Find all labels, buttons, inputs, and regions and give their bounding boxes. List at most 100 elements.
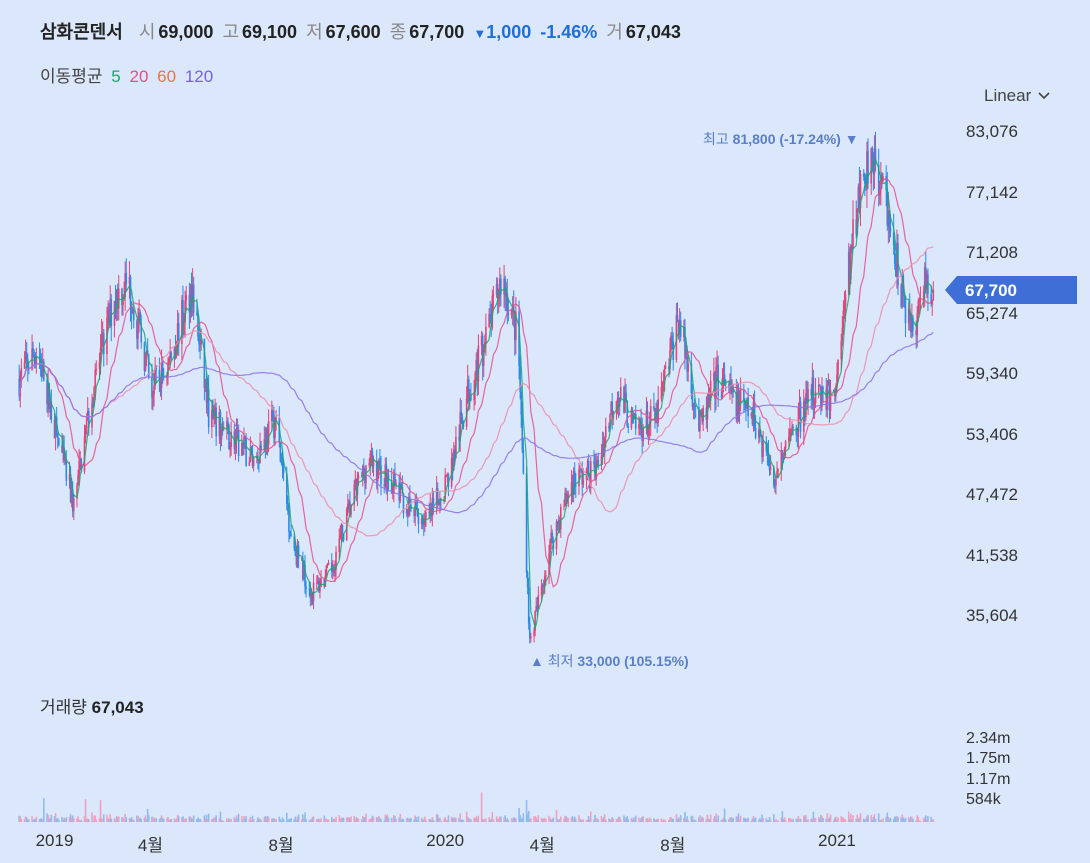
candle-body — [880, 175, 882, 191]
scale-label: Linear — [984, 86, 1032, 105]
candle-body — [540, 585, 543, 595]
volume-bar — [558, 819, 561, 822]
candle-body — [557, 520, 560, 524]
scale-selector[interactable]: Linear — [984, 86, 1051, 106]
volume-bar — [721, 819, 724, 822]
volume-bar — [901, 814, 904, 822]
candle-body — [495, 284, 498, 295]
candle-body — [154, 367, 156, 386]
volume-bar — [893, 816, 896, 822]
ma5-legend[interactable]: 5 — [111, 67, 121, 86]
volume-bar — [248, 819, 251, 822]
volume-bar — [699, 815, 701, 822]
volume-bar — [281, 817, 284, 822]
volume-bar — [70, 817, 73, 822]
volume-bar — [804, 816, 806, 822]
close-value: 67,700 — [409, 22, 465, 42]
volume-bar — [832, 820, 835, 822]
volume-bar — [408, 819, 410, 822]
high-value: 69,100 — [242, 22, 298, 42]
volume-bar — [182, 816, 184, 822]
volume-bar — [205, 814, 208, 822]
ma60-legend[interactable]: 60 — [157, 67, 177, 86]
candle-body — [519, 366, 521, 392]
candle-body — [827, 380, 830, 387]
candle-body — [391, 492, 394, 494]
candle-body — [735, 392, 738, 420]
candle-body — [551, 532, 554, 544]
volume-bar — [735, 816, 738, 822]
volume-bar — [705, 819, 708, 822]
volume-bar — [130, 816, 133, 822]
candle-body — [615, 400, 618, 412]
volume-bar — [513, 817, 516, 822]
candle-body — [730, 381, 732, 393]
candle-body — [691, 393, 694, 407]
volume-bar — [469, 818, 471, 822]
candle-body — [663, 367, 666, 381]
volume-bar — [560, 816, 562, 822]
volume-bar — [623, 815, 625, 822]
ma120-legend[interactable]: 120 — [184, 67, 214, 86]
volume-bar — [678, 818, 681, 822]
candle-body — [462, 424, 465, 427]
volume-bar — [618, 816, 621, 822]
candle-body — [428, 512, 430, 514]
candle-body — [586, 460, 589, 470]
candle-body — [417, 515, 420, 524]
candle-body — [430, 503, 433, 517]
candle-body — [444, 475, 447, 499]
volume-bar — [132, 820, 135, 822]
volume-tick-label: 1.17m — [966, 770, 1011, 788]
candle-body — [325, 565, 328, 576]
ma20-legend[interactable]: 20 — [129, 67, 149, 86]
volume-bar — [94, 815, 97, 822]
volume-bar — [500, 816, 502, 822]
candle-body — [18, 378, 21, 397]
candle-body — [678, 320, 681, 334]
candle-body — [571, 482, 574, 496]
volume-bar — [365, 813, 367, 822]
volume-bar — [530, 817, 532, 822]
volume-bar — [338, 815, 341, 822]
volume-bar — [387, 817, 390, 822]
candle-body — [543, 576, 546, 587]
candle-body — [340, 524, 343, 535]
volume-bar — [424, 816, 426, 822]
volume-bar — [452, 817, 455, 822]
candle-body — [310, 592, 313, 599]
candle-body — [303, 564, 305, 580]
volume-bar — [466, 816, 469, 822]
volume-bar — [19, 816, 22, 822]
volume-bar — [730, 817, 732, 822]
volume-bar — [922, 818, 925, 822]
volume-bar — [354, 819, 357, 822]
candle-body — [319, 586, 321, 592]
volume-bar — [594, 814, 596, 822]
candle-body — [541, 584, 544, 586]
candle-body — [867, 151, 869, 184]
volume-bar — [72, 818, 75, 822]
volume-bar — [760, 819, 762, 822]
volume-bar — [183, 818, 185, 822]
down-triangle-icon: ▼ — [473, 26, 487, 41]
volume-bar — [797, 815, 800, 822]
volume-bar — [525, 800, 528, 822]
volume-bar — [657, 818, 660, 822]
candle-body — [505, 292, 508, 297]
volume-bar — [455, 818, 457, 822]
volume-bar — [863, 820, 866, 822]
open-label: 시 — [138, 22, 156, 42]
candle-body — [371, 451, 374, 467]
volume-bar — [759, 818, 761, 822]
volume-label: 거 — [606, 22, 623, 42]
volume-bar — [850, 813, 852, 822]
volume-bar — [458, 817, 460, 822]
volume-bar — [58, 819, 60, 822]
candle-body — [919, 298, 922, 301]
candle-body — [49, 402, 52, 410]
volume-bars — [18, 792, 935, 822]
volume-bar — [533, 816, 535, 822]
volume-bar — [170, 819, 173, 822]
